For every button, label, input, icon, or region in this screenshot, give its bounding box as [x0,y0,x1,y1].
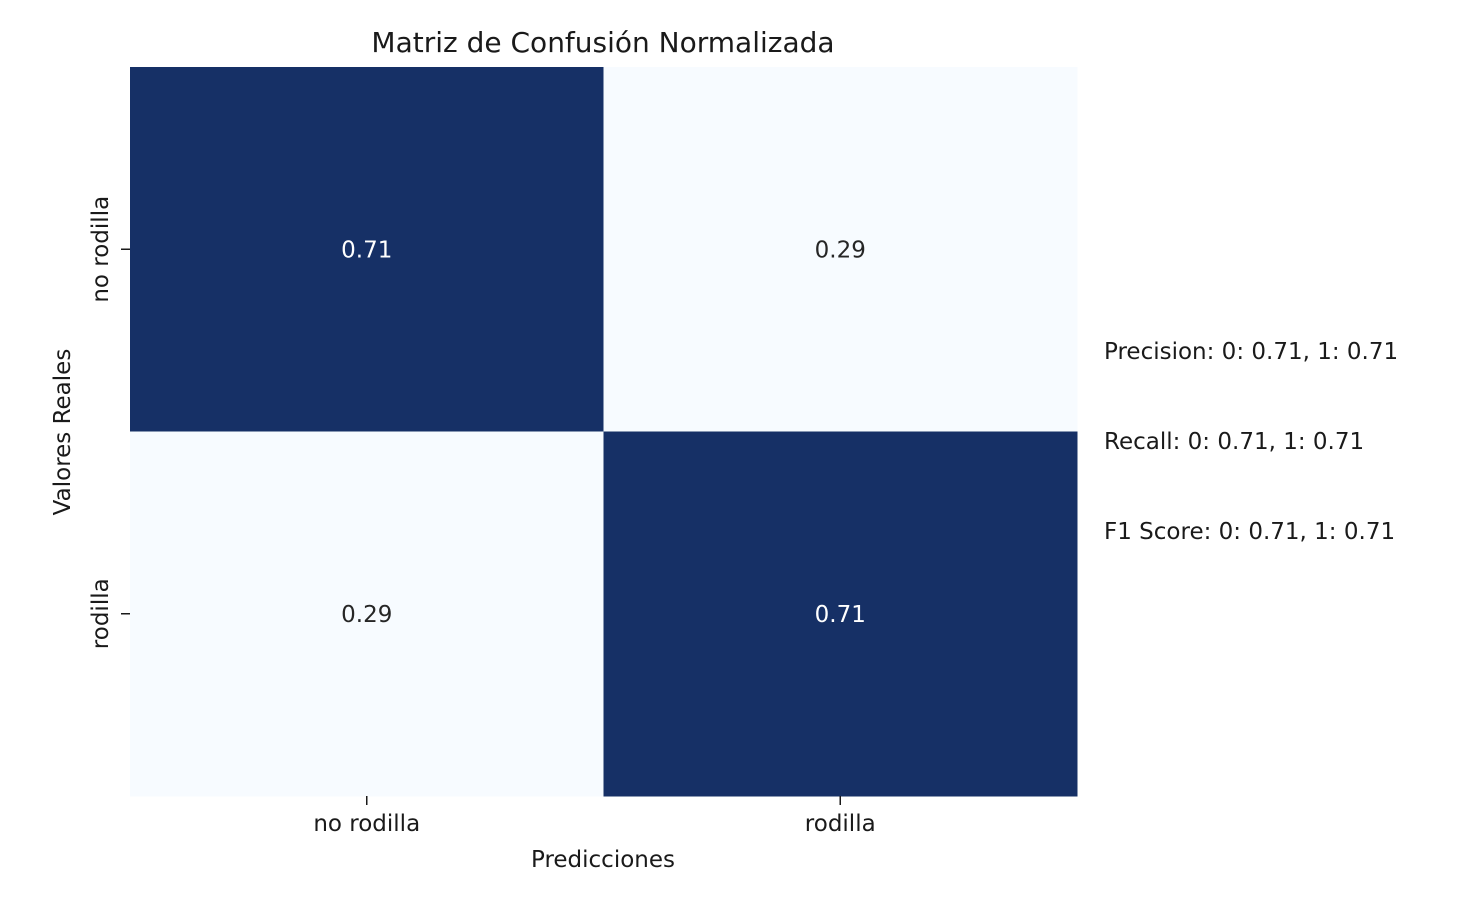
y-tick-label: rodilla [88,578,114,649]
heatmap-cell [130,67,604,432]
y-axis-label: Valores Reales [50,349,76,516]
heatmap-cell-value: 0.71 [341,237,392,263]
heatmap-cell-labels: 0.71 0.29 0.29 0.71 [341,237,866,628]
heatmap-cell-value: 0.29 [815,237,866,263]
x-tick-label: rodilla [805,811,876,837]
recall-annotation: Recall: 0: 0.71, 1: 0.71 [1104,429,1364,455]
x-axis-ticks: no rodilla rodilla [313,796,876,837]
heatmap-cell [603,67,1078,432]
heatmap-cells [130,67,1078,797]
x-axis-label: Predicciones [531,847,675,873]
chart-title: Matriz de Confusión Normalizada [371,26,834,59]
f1-score-annotation: F1 Score: 0: 0.71, 1: 0.71 [1104,519,1395,545]
heatmap-cell [603,431,1078,797]
x-tick-label: no rodilla [313,811,420,837]
precision-annotation: Precision: 0: 0.71, 1: 0.71 [1104,339,1398,365]
y-axis-ticks: no rodilla rodilla [88,196,130,649]
heatmap-cell-value: 0.71 [815,602,866,628]
y-tick-label: no rodilla [88,196,114,303]
heatmap-cell [130,431,604,797]
heatmap-cell-value: 0.29 [341,602,392,628]
